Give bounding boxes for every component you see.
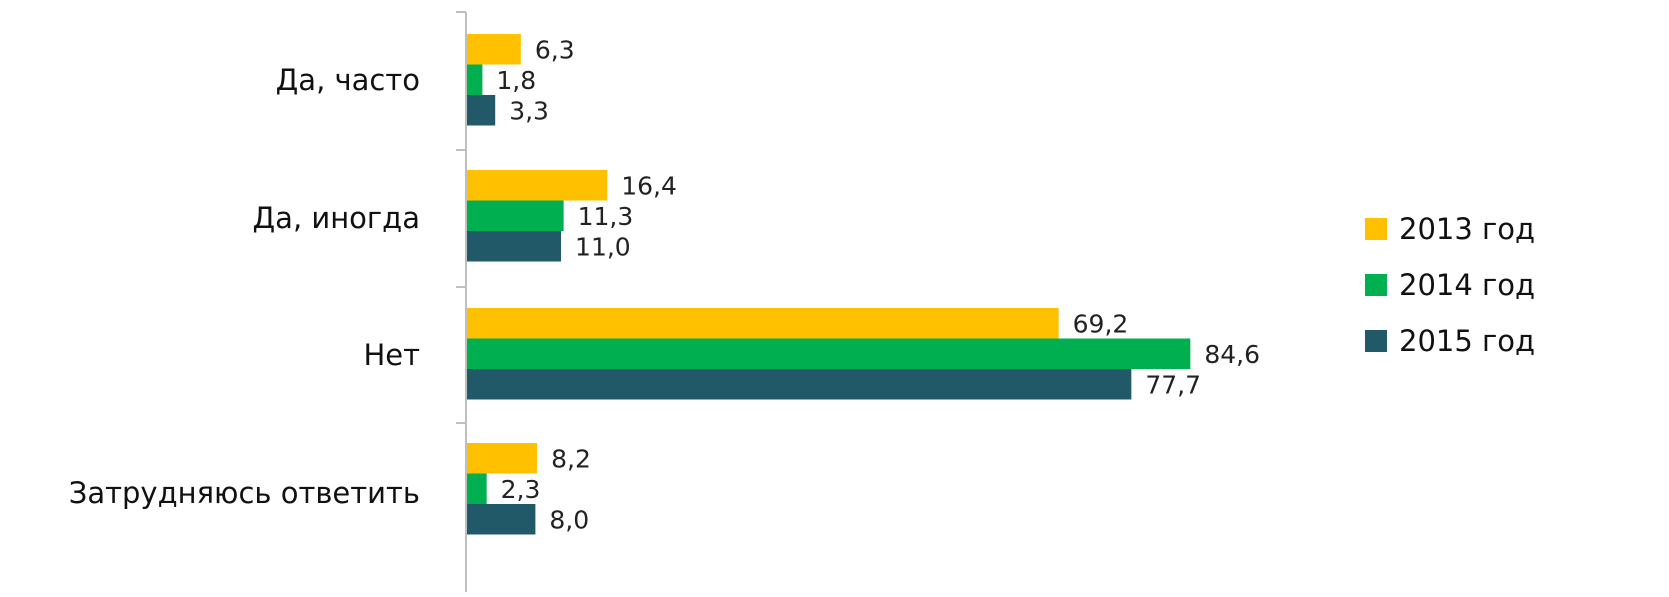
data-label: 16,4 [621,171,677,200]
legend-label: 2014 год [1399,268,1535,302]
data-label: 6,3 [535,35,575,64]
bar [467,231,562,262]
legend: 2013 год 2014 год 2015 год [1365,212,1535,358]
data-label: 11,3 [578,202,634,231]
legend-label: 2013 год [1399,212,1535,246]
bar [467,443,538,474]
category-label: Затрудняюсь ответить [69,476,420,510]
labels-layer: Да, часто Да, иногда Нет Затрудняюсь ответи… [69,35,1260,534]
data-label: 8,0 [549,505,589,534]
data-label: 8,2 [551,444,591,473]
legend-swatch [1365,274,1387,296]
bar [467,200,564,231]
data-label: 77,7 [1145,370,1201,399]
category-label: Да, иногда [253,201,420,235]
bar [467,338,1191,369]
bar [467,170,608,201]
legend-swatch [1365,330,1387,352]
category-label: Да, часто [276,63,420,97]
data-label: 11,0 [575,232,631,261]
legend-label: 2015 год [1399,324,1535,358]
bar [467,34,521,65]
category-label: Нет [363,338,420,372]
bar [467,64,483,95]
bar [467,308,1059,339]
data-label: 1,8 [496,66,536,95]
axis-layer [456,11,467,592]
bars-layer [467,34,1191,535]
legend-swatch [1365,218,1387,240]
bar [467,369,1132,400]
bar [467,95,496,126]
data-label: 84,6 [1204,340,1260,369]
data-label: 69,2 [1073,309,1129,338]
bar [467,504,536,535]
data-label: 2,3 [501,475,541,504]
data-label: 3,3 [509,96,549,125]
bar [467,473,487,504]
